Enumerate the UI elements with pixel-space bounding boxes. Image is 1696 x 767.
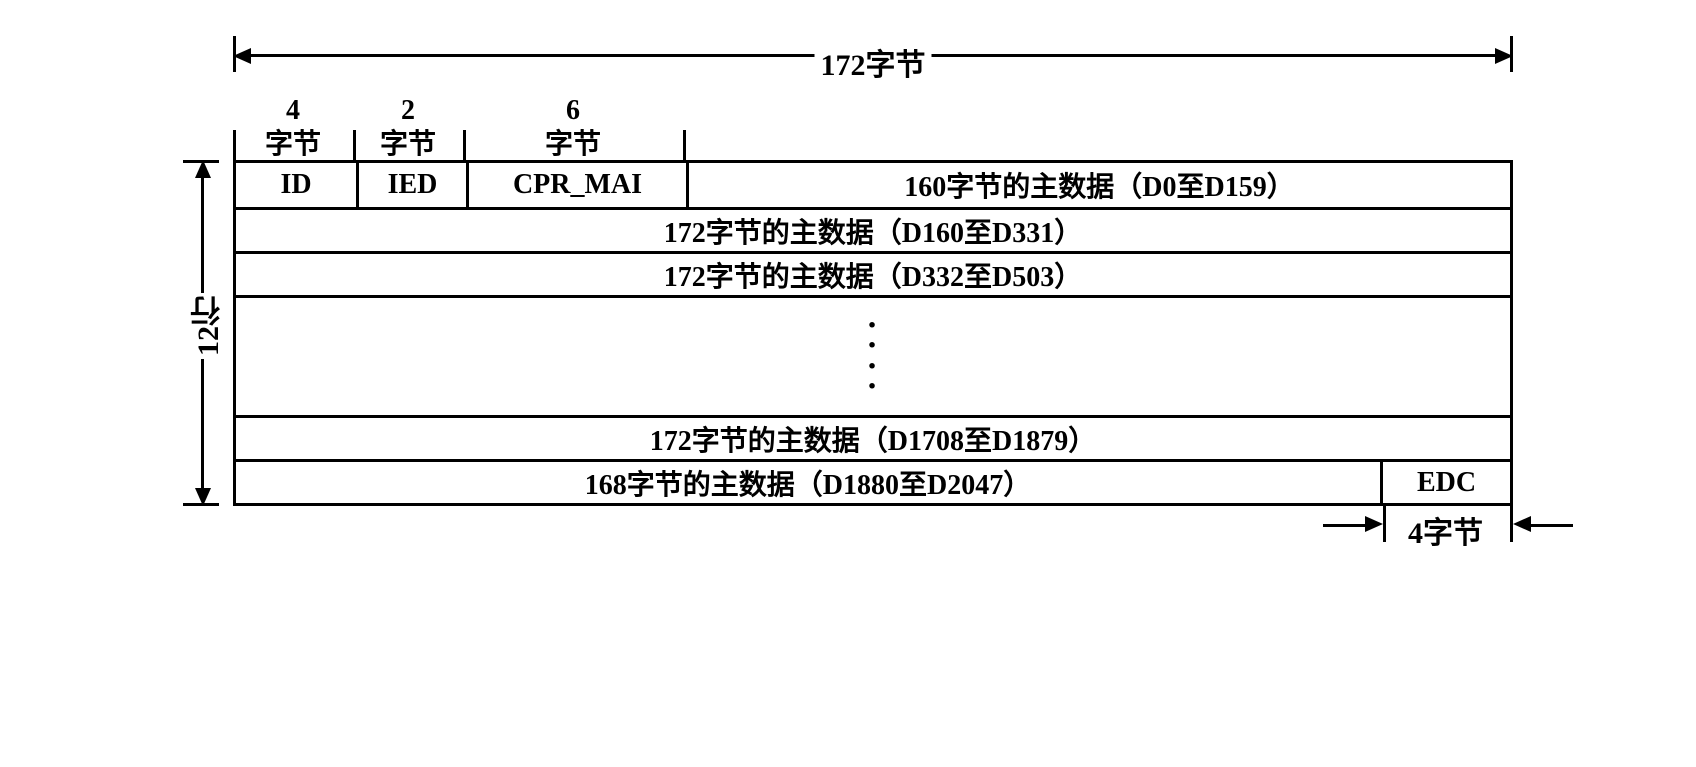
table-row: 168字节的主数据（D1880至D2047） EDC [236, 459, 1510, 503]
vdots-icon: · [866, 377, 879, 397]
top-dimension-label: 172字节 [815, 40, 932, 84]
column-byte-headers: 4字节2字节6字节 [233, 90, 1513, 160]
column-byte-header: 2字节 [353, 94, 463, 161]
table-row: 172字节的主数据（D160至D331） [236, 207, 1510, 251]
top-dimension: 172字节 [233, 40, 1513, 90]
header-byte-count: 2 [353, 94, 463, 128]
cell-ied: IED [356, 163, 466, 207]
frame-table: ID IED CPR_MAI 160字节的主数据（D0至D159） 172字节的… [233, 160, 1513, 506]
header-byte-unit: 字节 [353, 128, 463, 162]
left-dimension-label: 12行 [187, 293, 231, 359]
table-row: ID IED CPR_MAI 160字节的主数据（D0至D159） [236, 163, 1510, 207]
bottom-dimension-label: 4字节 [1408, 508, 1483, 552]
table-row: 172字节的主数据（D332至D503） [236, 251, 1510, 295]
column-byte-header: 6字节 [463, 94, 683, 161]
table-row: 172字节的主数据（D1708至D1879） [236, 415, 1510, 459]
cell-main-data: 172字节的主数据（D1708至D1879） [236, 418, 1510, 459]
header-byte-count: 4 [233, 94, 353, 128]
left-dimension: 12行 [163, 160, 233, 506]
header-byte-unit: 字节 [463, 128, 683, 162]
cell-main-data: 172字节的主数据（D332至D503） [236, 254, 1510, 295]
data-frame-diagram: 172字节 4字节2字节6字节 12行 ID IED CPR_MAI 160字节… [143, 40, 1553, 566]
cell-edc: EDC [1380, 462, 1510, 503]
cell-main-data: 160字节的主数据（D0至D159） [686, 163, 1510, 207]
cell-cpr-mai: CPR_MAI [466, 163, 686, 207]
cell-main-data: 168字节的主数据（D1880至D2047） [236, 462, 1380, 503]
frame-table-wrap: 12行 ID IED CPR_MAI 160字节的主数据（D0至D159） 17… [233, 160, 1553, 506]
header-byte-count: 6 [463, 94, 683, 128]
cell-id: ID [236, 163, 356, 207]
ellipsis-row: · · · · [236, 295, 1510, 415]
column-byte-header: 4字节 [233, 94, 353, 161]
bottom-dimension: 4字节 [233, 506, 1513, 566]
cell-main-data: 172字节的主数据（D160至D331） [236, 210, 1510, 251]
header-byte-unit: 字节 [233, 128, 353, 162]
